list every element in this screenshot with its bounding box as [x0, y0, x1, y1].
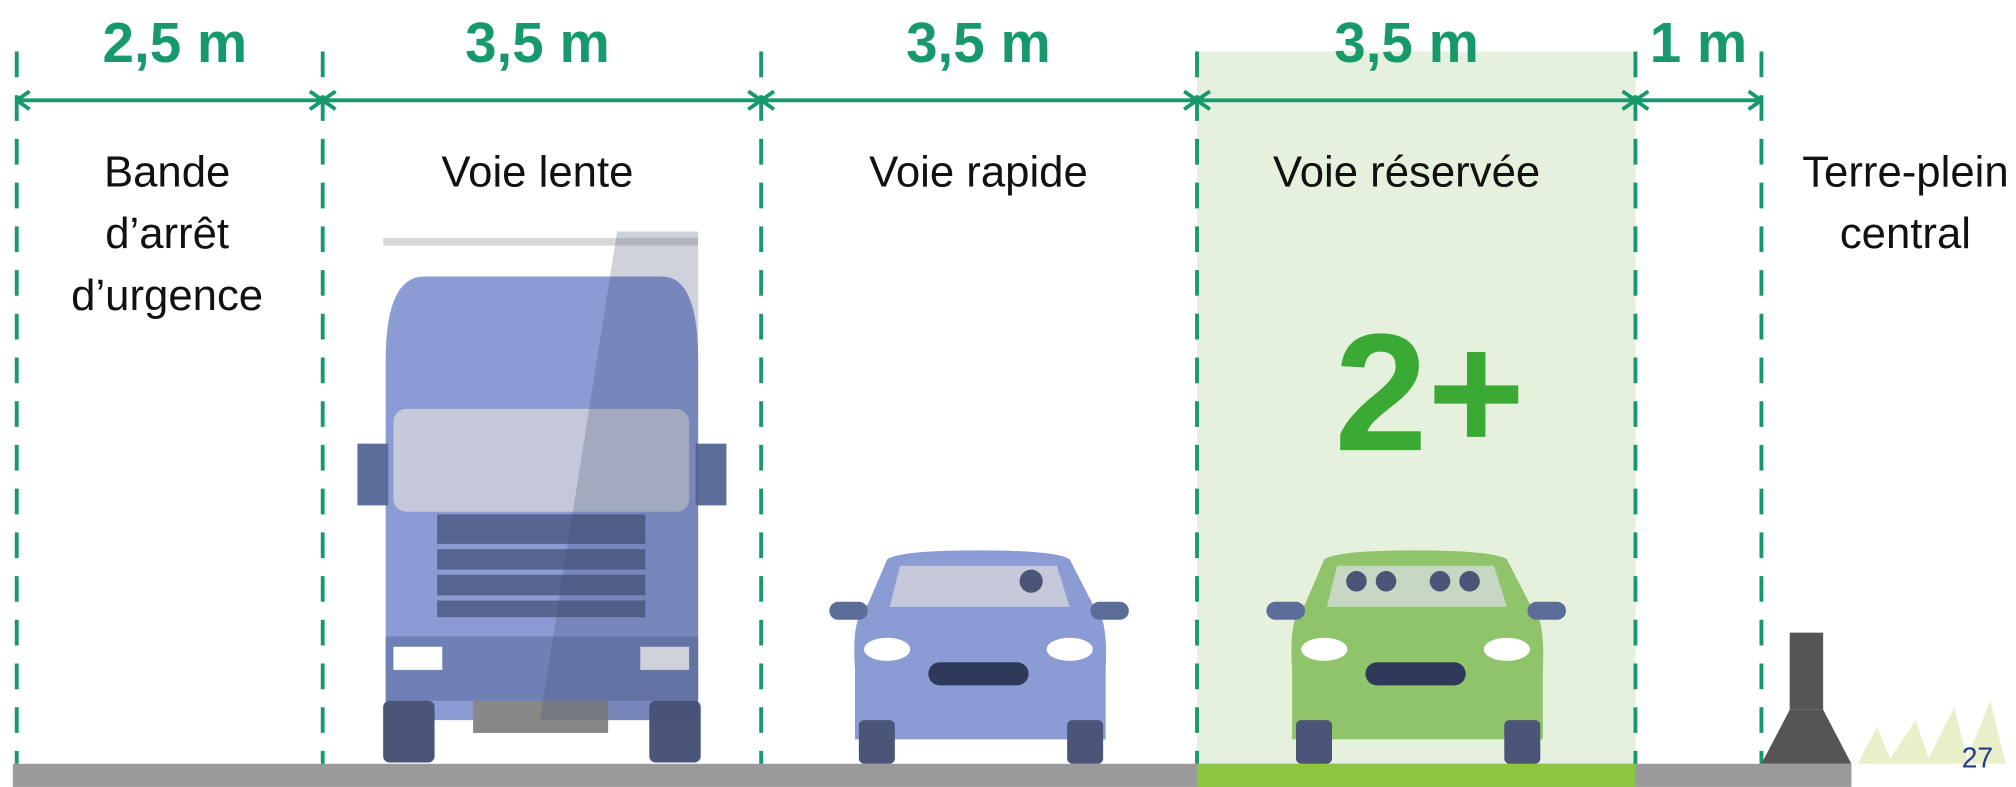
median-label: central	[1840, 209, 1971, 258]
truck	[357, 232, 726, 763]
lane-label: d’urgence	[71, 271, 263, 320]
lane-width: 2,5 m	[103, 11, 248, 74]
lane-diagram: 2,5 m 3,5 m 3,5 m 3,5 m 1 m Bande d’arrê…	[0, 0, 2016, 787]
lane-width: 3,5 m	[465, 11, 610, 74]
lane-label: Voie rapide	[869, 148, 1088, 197]
lane-label: Bande	[104, 148, 230, 197]
car	[829, 550, 1129, 763]
lane-width: 1 m	[1650, 11, 1747, 74]
carpool-badge: 2+	[1334, 300, 1525, 486]
reserved-road	[1197, 764, 1635, 787]
lane-label: Voie réservée	[1273, 148, 1540, 197]
median-label: Terre-plein	[1802, 148, 2008, 197]
lane-width: 3,5 m	[1334, 11, 1479, 74]
page: {"lanes": [ {"width": "2,5 m", "label": …	[0, 0, 2016, 787]
lane-label: d’arrêt	[105, 209, 229, 258]
lane-width: 3,5 m	[906, 11, 1051, 74]
lane-label: Voie lente	[441, 148, 633, 197]
page-number: 27	[1962, 742, 1993, 774]
